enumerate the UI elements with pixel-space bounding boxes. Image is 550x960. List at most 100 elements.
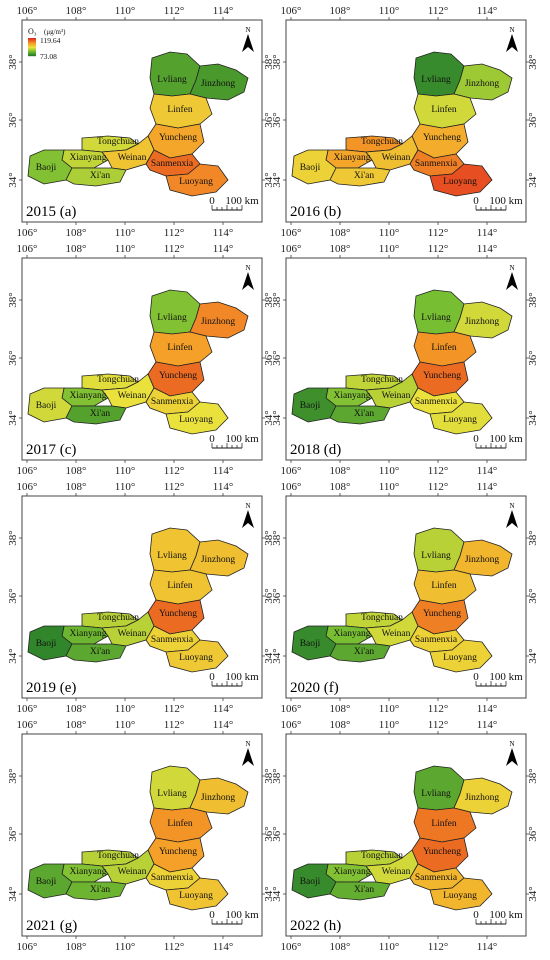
y-tick-label-left: 36° [271,112,283,127]
y-tick-label-left: 36° [7,588,19,603]
x-tick-label-top: 110° [115,5,136,17]
x-tick-label-top: 114° [477,5,498,17]
y-tick-label-left: 34° [7,410,19,425]
city-label: Weinan [382,391,411,401]
scale-length: 100 km [489,671,523,683]
north-label: N [245,26,250,34]
y-tick-label-left: 34° [271,172,283,187]
city-label: Yuncheng [423,133,461,143]
city-label: Xi'an [354,171,374,181]
panel-label: 2019 (e) [26,680,76,696]
scale-length: 100 km [489,433,523,445]
city-label: Lvliang [421,551,451,561]
legend-gradient-step [28,55,36,57]
region-xian [65,167,127,187]
region-linfen [413,807,477,843]
north-arrow-icon: N [506,264,518,290]
x-tick-label-top: 108° [66,719,87,731]
city-label: Baoji [300,877,321,887]
north-label: N [245,740,250,748]
y-tick-label-left: 36° [7,112,19,127]
map-panel-7: Lvliang Jinzhong Linfen Tongchuan Yuncheng Xi… [271,719,539,953]
x-tick-label-top: 114° [213,481,234,493]
city-label: Tongchuan [361,851,403,861]
x-tick-label-bottom: 112° [164,465,185,477]
city-label: Yuncheng [159,609,197,619]
y-tick-label-left: 36° [7,826,19,841]
y-tick-label-right: 34° [263,648,275,663]
x-tick-label-bottom: 112° [164,227,185,239]
y-tick-label-right: 36° [263,588,275,603]
city-label: Weinan [382,153,411,163]
legend-gradient-step [28,50,36,52]
city-label: Luoyang [179,415,213,425]
x-tick-label-top: 108° [330,243,351,255]
x-tick-label-bottom: 114° [477,703,498,715]
x-tick-label-bottom: 112° [428,465,449,477]
region-luoyang [165,163,229,197]
map-frame [285,257,527,461]
y-tick-label-left: 36° [271,350,283,365]
x-tick-label-bottom: 112° [428,227,449,239]
legend-gradient-step [28,53,36,55]
city-label: Xianyang [334,867,371,877]
x-tick-label-bottom: 114° [477,941,498,953]
legend-gradient-step [28,46,36,48]
north-arrow-shape [242,748,254,766]
x-tick-label-top: 106° [281,5,302,17]
y-tick-label-right: 36° [527,350,539,365]
region-xian [329,167,391,187]
city-label: Xianyang [334,629,371,639]
x-tick-label-top: 114° [477,481,498,493]
y-tick-label-left: 38° [271,768,283,783]
city-label: Xi'an [90,409,110,419]
y-tick-label-right: 34° [263,410,275,425]
legend-gradient-step [28,44,36,46]
y-tick-label-right: 38° [263,54,275,69]
x-tick-label-bottom: 110° [115,227,136,239]
y-tick-label-right: 36° [263,350,275,365]
legend-gradient-step [28,39,36,41]
scale-bar: 0 100 km [209,433,259,449]
city-label: Sanmenxia [151,635,194,645]
city-label: Sanmenxia [415,873,458,883]
region-xian [65,881,127,901]
x-tick-label-bottom: 106° [281,465,302,477]
panel-label: 2016 (b) [290,204,341,220]
region-linfen [413,331,477,367]
scale-bar: 0 100 km [209,909,259,925]
scale-bar: 0 100 km [473,671,523,687]
legend-gradient-step [28,51,36,53]
north-arrow-shape [242,34,254,52]
y-tick-label-right: 34° [527,172,539,187]
city-label: Linfen [167,818,193,829]
map-frame [285,19,527,223]
scale-zero: 0 [473,195,479,207]
legend-gradient-step [28,42,36,44]
city-label: Luoyang [443,891,477,901]
legend-max: 119.64 [40,36,61,45]
city-label: Linfen [431,580,457,591]
scale-length: 100 km [225,909,259,921]
x-tick-label-bottom: 110° [115,703,136,715]
legend-gradient-step [28,38,36,40]
city-label: Weinan [382,629,411,639]
region-linfen [149,93,213,129]
city-label: Luoyang [443,415,477,425]
x-tick-label-top: 114° [477,719,498,731]
city-label: Yuncheng [423,847,461,857]
north-label: N [509,740,514,748]
y-tick-label-left: 34° [271,648,283,663]
city-label: Weinan [118,153,147,163]
city-label: Weinan [118,391,147,401]
region-xian [329,643,391,663]
x-tick-label-bottom: 106° [17,465,38,477]
x-tick-label-bottom: 110° [379,941,400,953]
legend: O₃ (μg/m³)119.64 73.08 [28,27,66,61]
y-tick-label-left: 34° [271,410,283,425]
x-tick-label-top: 106° [281,481,302,493]
y-tick-label-left: 38° [7,768,19,783]
map-panel-1: Lvliang Jinzhong Linfen Tongchuan Yuncheng Xi… [271,5,539,239]
city-label: Linfen [431,818,457,829]
legend-min: 73.08 [40,52,57,61]
